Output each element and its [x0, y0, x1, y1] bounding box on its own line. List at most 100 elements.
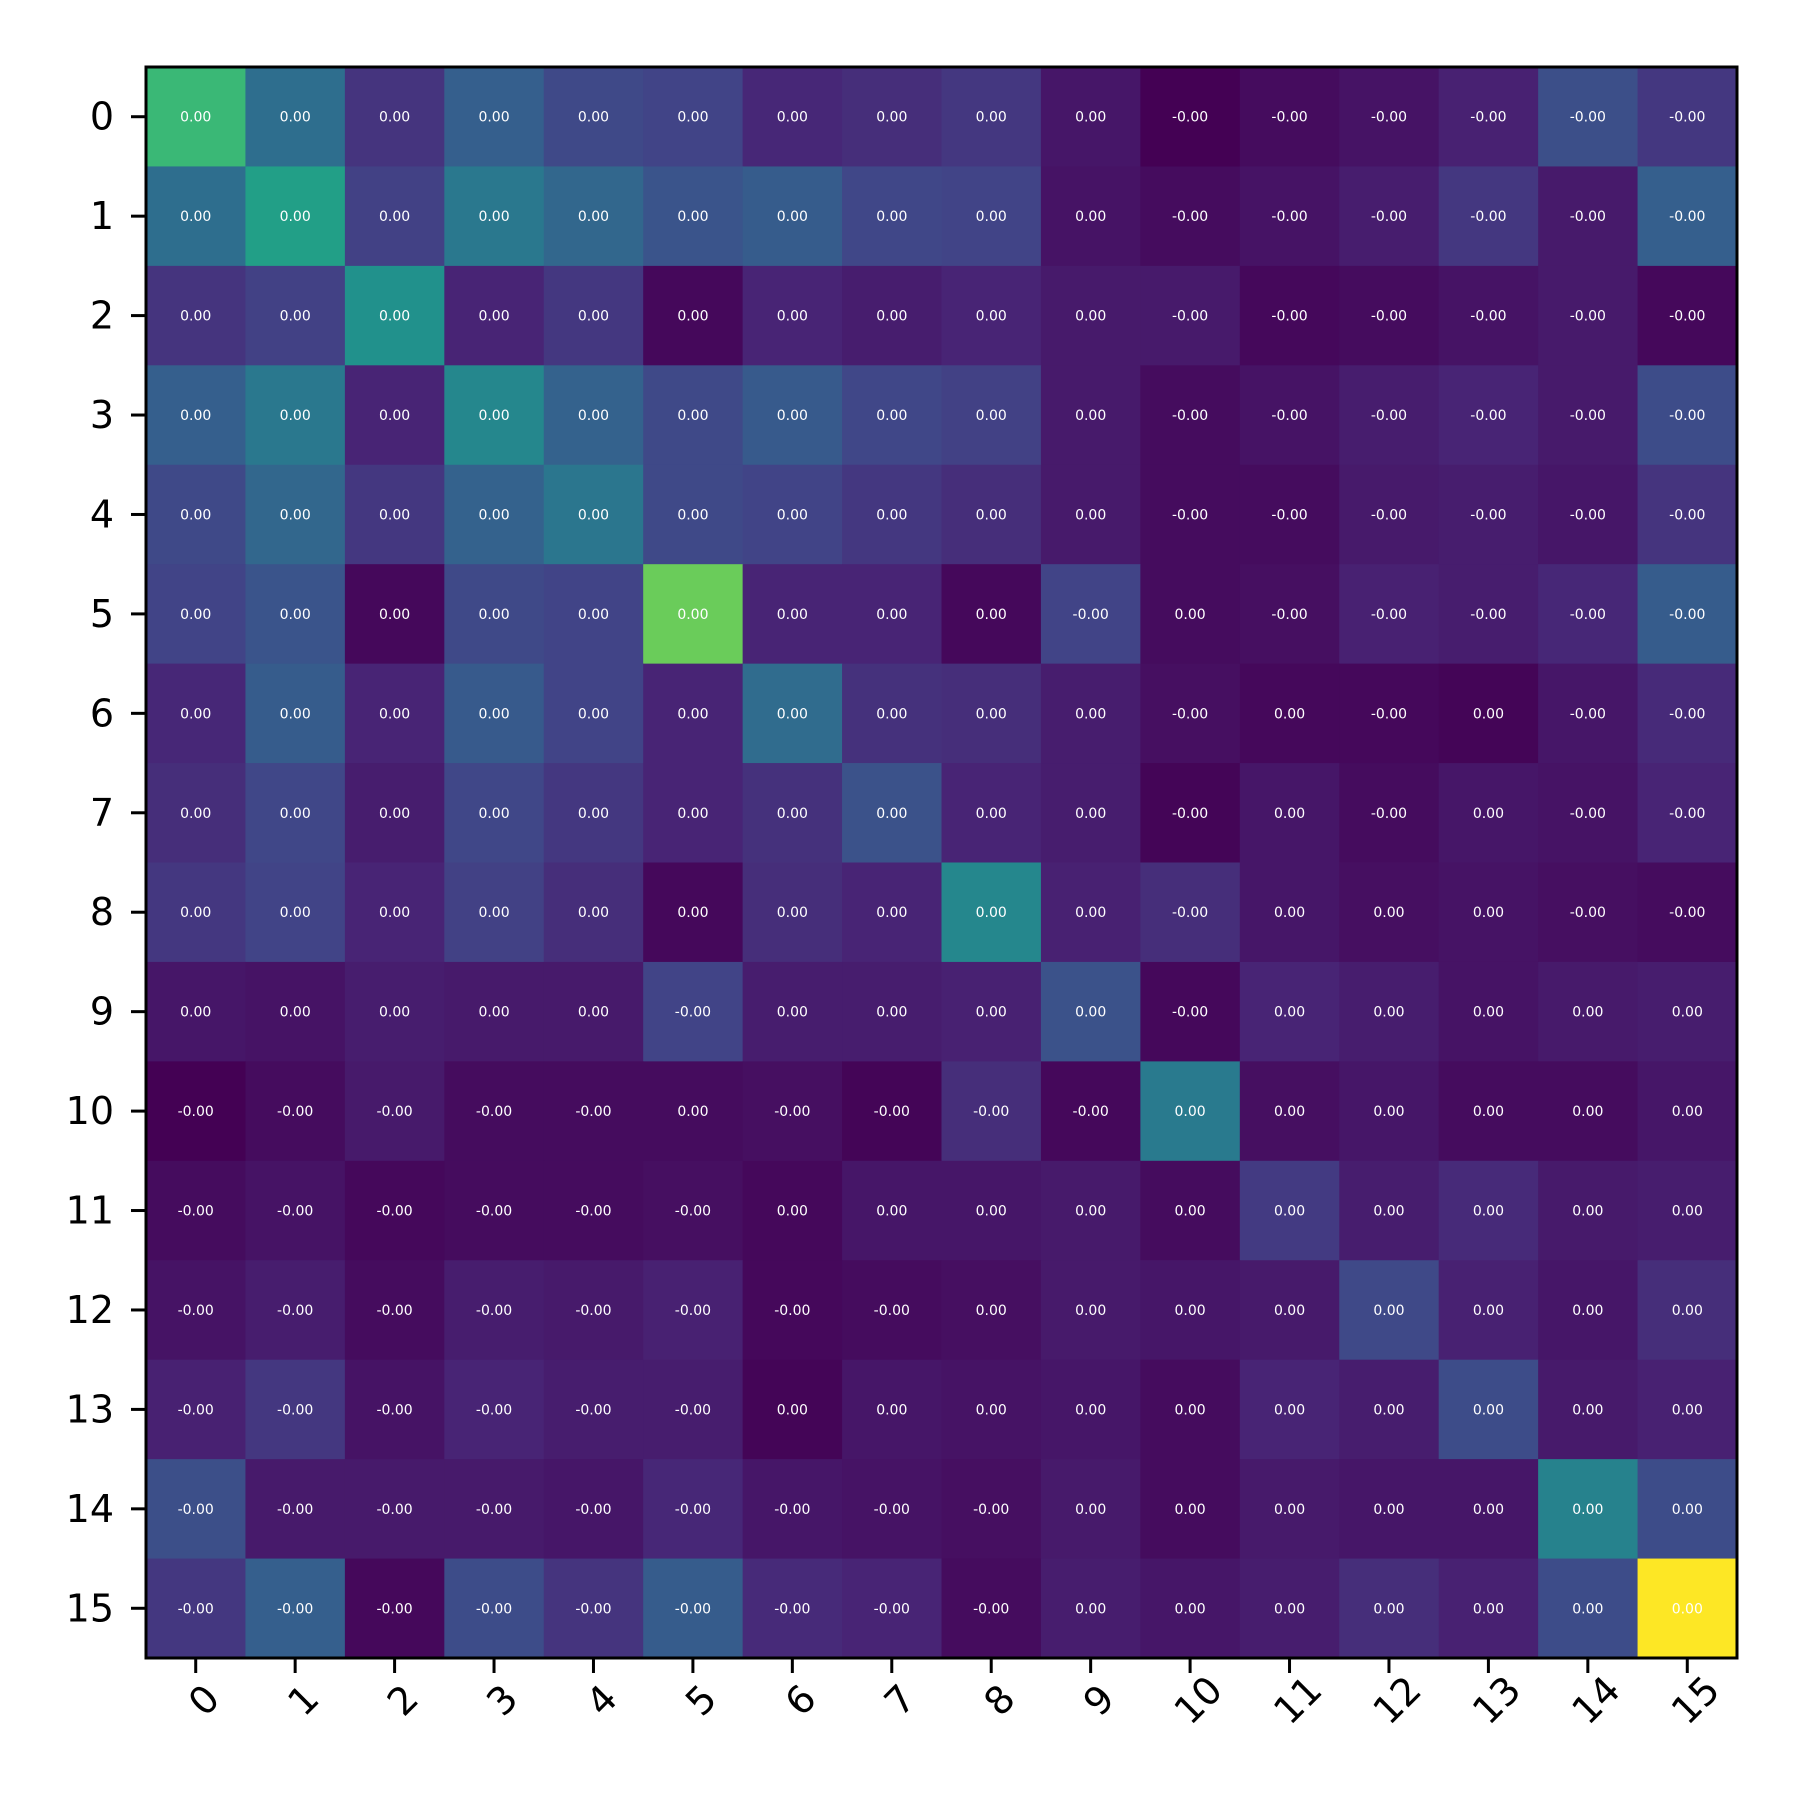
cell-value-label-2-9: 0.00	[1075, 309, 1106, 325]
heatmap-cell-8-8	[941, 862, 1042, 963]
cell-value-label-13-0: -0.00	[178, 1402, 214, 1418]
cell-value-label-7-6: 0.00	[777, 806, 808, 822]
cell-value-label-15-7: -0.00	[874, 1601, 910, 1617]
cell-value-label-7-0: 0.00	[180, 806, 211, 822]
heatmap-cell-8-10	[1140, 862, 1241, 963]
cell-value-label-1-9: 0.00	[1075, 209, 1106, 225]
heatmap-cell-3-0	[146, 365, 247, 466]
cell-value-label-7-8: 0.00	[976, 806, 1007, 822]
cell-value-label-12-15: 0.00	[1672, 1303, 1703, 1319]
heatmap-cell-15-7	[842, 1558, 943, 1659]
cell-value-label-1-6: 0.00	[777, 209, 808, 225]
heatmap-cell-7-11	[1239, 763, 1340, 864]
cell-value-label-10-12: 0.00	[1373, 1104, 1404, 1120]
cell-value-label-11-4: -0.00	[575, 1204, 611, 1220]
heatmap-cell-13-10	[1140, 1359, 1241, 1460]
heatmap-cell-15-13	[1438, 1558, 1539, 1659]
heatmap-cell-4-3	[444, 464, 545, 565]
cell-value-label-14-2: -0.00	[376, 1502, 412, 1518]
cell-value-label-5-9: -0.00	[1073, 607, 1109, 623]
cell-value-label-6-2: 0.00	[379, 706, 410, 722]
heatmap-cell-6-4	[543, 663, 644, 764]
cell-value-label-9-15: 0.00	[1672, 1005, 1703, 1021]
heatmap-cell-2-8	[941, 265, 1042, 366]
heatmap-cell-13-8	[941, 1359, 1042, 1460]
heatmap-cell-0-3	[444, 67, 545, 168]
heatmap-cell-5-10	[1140, 564, 1241, 665]
heatmap-cell-2-1	[245, 265, 346, 366]
cell-value-label-5-3: 0.00	[478, 607, 509, 623]
cell-value-label-7-2: 0.00	[379, 806, 410, 822]
cell-value-label-4-2: 0.00	[379, 507, 410, 523]
cell-value-label-9-13: 0.00	[1473, 1005, 1504, 1021]
cell-value-label-15-0: -0.00	[178, 1601, 214, 1617]
cell-value-label-9-8: 0.00	[976, 1005, 1007, 1021]
cell-value-label-9-4: 0.00	[578, 1005, 609, 1021]
cell-value-label-0-15: -0.00	[1669, 110, 1705, 126]
heatmap-cell-12-14	[1538, 1260, 1639, 1361]
heatmap-cell-13-1	[245, 1359, 346, 1460]
heatmap-cell-1-3	[444, 166, 545, 267]
cell-value-label-13-7: 0.00	[876, 1402, 907, 1418]
cell-value-label-8-6: 0.00	[777, 905, 808, 921]
heatmap-cell-12-5	[643, 1260, 744, 1361]
heatmap-cell-5-0	[146, 564, 247, 665]
cell-value-label-12-11: 0.00	[1274, 1303, 1305, 1319]
cell-value-label-14-1: -0.00	[277, 1502, 313, 1518]
y-tick-label-4: 4	[90, 492, 114, 536]
cell-value-label-1-0: 0.00	[180, 209, 211, 225]
cell-value-label-15-9: 0.00	[1075, 1601, 1106, 1617]
heatmap-cell-12-9	[1040, 1260, 1141, 1361]
heatmap-cell-0-11	[1239, 67, 1340, 168]
cell-value-label-6-8: 0.00	[976, 706, 1007, 722]
heatmap-cell-11-12	[1339, 1160, 1440, 1261]
cell-value-label-11-10: 0.00	[1175, 1204, 1206, 1220]
cell-value-label-1-15: -0.00	[1669, 209, 1705, 225]
heatmap-cell-1-4	[543, 166, 644, 267]
heatmap-cell-14-12	[1339, 1459, 1440, 1560]
cell-value-label-3-4: 0.00	[578, 408, 609, 424]
heatmap-cell-1-6	[742, 166, 843, 267]
heatmap-cell-11-11	[1239, 1160, 1340, 1261]
heatmap-cell-11-15	[1637, 1160, 1738, 1261]
heatmap-cell-12-10	[1140, 1260, 1241, 1361]
heatmap-cell-5-1	[245, 564, 346, 665]
heatmap-cell-1-5	[643, 166, 744, 267]
cell-value-label-0-0: 0.00	[180, 110, 211, 126]
heatmap-cell-2-15	[1637, 265, 1738, 366]
cell-value-label-5-15: -0.00	[1669, 607, 1705, 623]
heatmap-cell-8-1	[245, 862, 346, 963]
heatmap-cell-13-9	[1040, 1359, 1141, 1460]
cell-value-label-0-5: 0.00	[677, 110, 708, 126]
cell-value-label-10-10: 0.00	[1175, 1104, 1206, 1120]
cell-value-label-9-12: 0.00	[1373, 1005, 1404, 1021]
heatmap-cell-1-10	[1140, 166, 1241, 267]
x-tick-label-14: 14	[1563, 1668, 1628, 1733]
heatmap-cell-13-15	[1637, 1359, 1738, 1460]
heatmap-cell-13-0	[146, 1359, 247, 1460]
y-tick-label-7: 7	[90, 791, 114, 835]
y-tick-label-9: 9	[90, 990, 114, 1034]
cell-value-label-14-11: 0.00	[1274, 1502, 1305, 1518]
cell-value-label-4-6: 0.00	[777, 507, 808, 523]
x-tick-label-5: 5	[677, 1676, 725, 1724]
heatmap-cell-0-6	[742, 67, 843, 168]
heatmap-cell-9-2	[344, 961, 445, 1062]
heatmap-cell-8-3	[444, 862, 545, 963]
cell-value-label-12-4: -0.00	[575, 1303, 611, 1319]
heatmap-cell-10-6	[742, 1061, 843, 1162]
cell-value-label-14-10: 0.00	[1175, 1502, 1206, 1518]
heatmap-cell-10-13	[1438, 1061, 1539, 1162]
cell-value-label-9-7: 0.00	[876, 1005, 907, 1021]
x-tick-label-12: 12	[1365, 1668, 1430, 1733]
heatmap-cell-14-8	[941, 1459, 1042, 1560]
y-tick-label-3: 3	[90, 393, 114, 437]
heatmap-cell-13-2	[344, 1359, 445, 1460]
heatmap-cell-7-6	[742, 763, 843, 864]
heatmap-cell-1-11	[1239, 166, 1340, 267]
cell-value-label-13-10: 0.00	[1175, 1402, 1206, 1418]
heatmap-cell-5-11	[1239, 564, 1340, 665]
heatmap-cell-7-2	[344, 763, 445, 864]
cell-value-label-12-1: -0.00	[277, 1303, 313, 1319]
heatmap-cell-6-1	[245, 663, 346, 764]
